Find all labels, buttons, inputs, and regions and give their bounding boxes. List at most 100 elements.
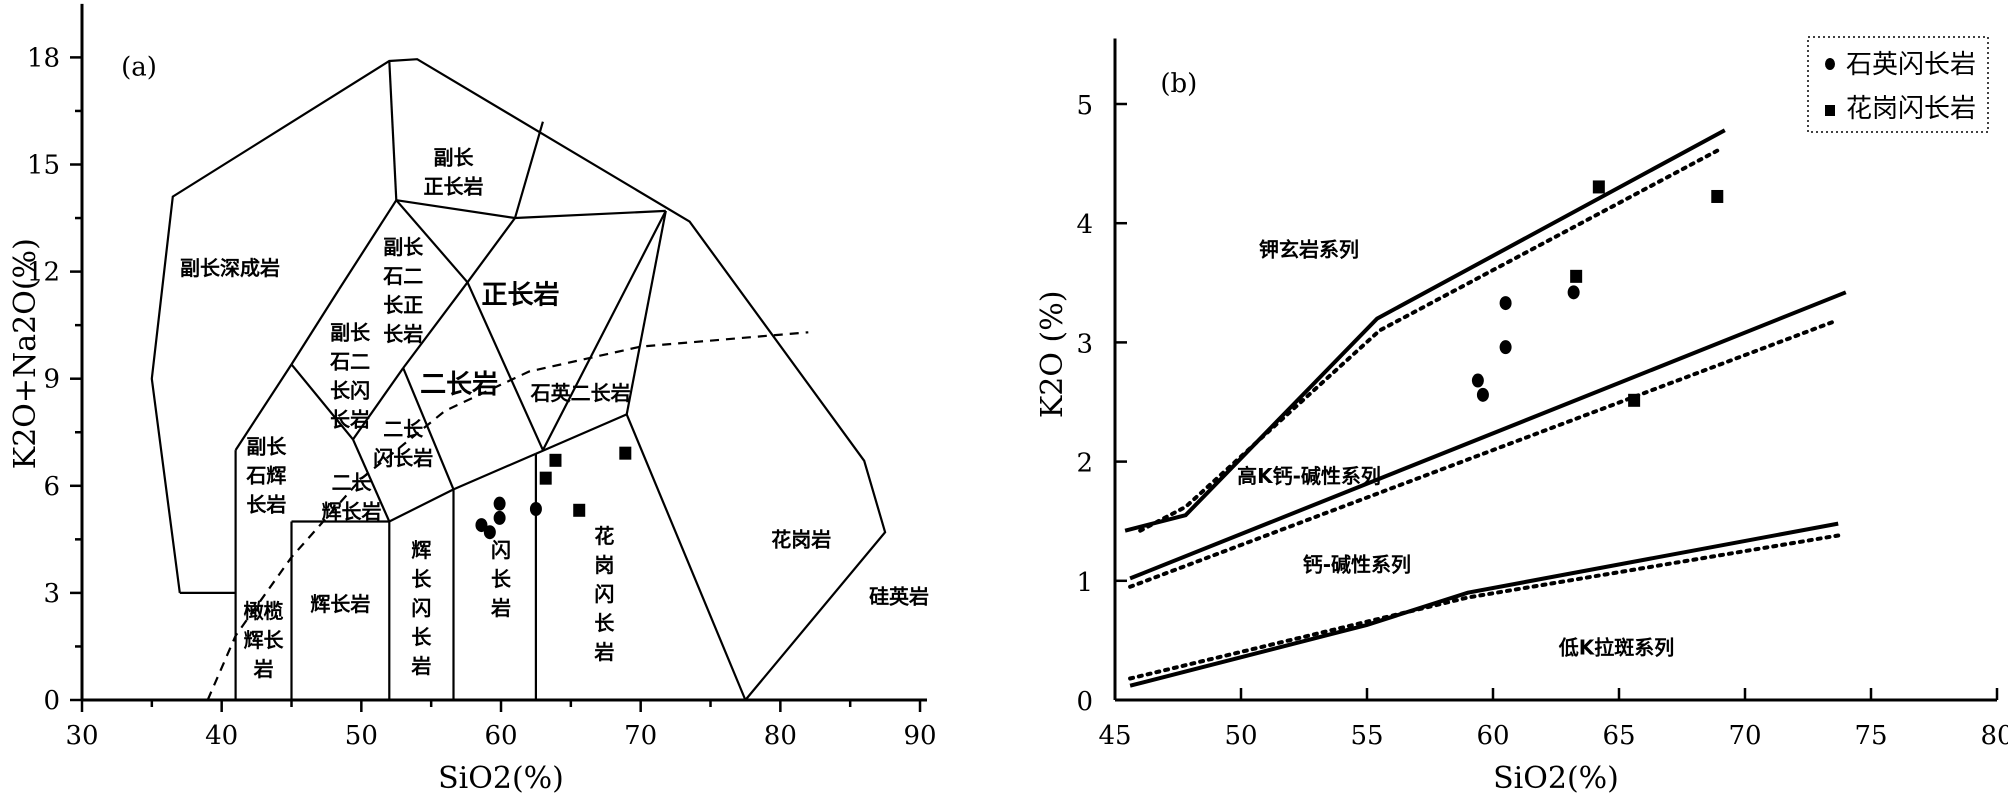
field-label-hua-gang-yan-line: 花岗岩	[771, 527, 831, 551]
x-tick-label-b: 75	[1854, 721, 1887, 751]
series-field-label-calc-alkaline: 钙-碱性系列	[1303, 552, 1411, 576]
y-tick-label-b: 3	[1076, 329, 1093, 359]
y-tick-label-a: 6	[43, 472, 60, 502]
granodiorite-point	[1592, 180, 1605, 194]
field-label-fu-chang-shi-er-chang-shan-chang-yan-line: 石二	[329, 349, 370, 373]
tas-field-boundary	[402, 367, 455, 490]
tas-field-boundary	[466, 217, 516, 283]
tas-field-boundary	[234, 363, 293, 451]
y-tick-label-a: 18	[27, 43, 60, 73]
field-label-er-chang-shan-chang-yan-line: 二长	[383, 417, 424, 441]
granodiorite-point	[1711, 189, 1724, 203]
tas-field-boundary	[453, 452, 537, 491]
field-label-fu-chang-shi-er-chang-zheng-chang-yan: 副长石二长正长岩	[382, 235, 424, 346]
series-boundary-line	[1129, 521, 1839, 688]
field-label-er-chang-hui-chang-yan-line: 二长	[332, 470, 373, 494]
field-label-hua-gang-shan-chang-yan-line: 长	[594, 611, 615, 635]
quartz-diorite-point	[1567, 285, 1580, 300]
field-label-hua-gang-shan-chang-yan: 花岗闪长岩	[593, 524, 615, 664]
tas-field-boundary	[395, 199, 469, 284]
field-label-gui-ying-yan-line: 硅英岩	[869, 585, 929, 609]
quartz-diorite-point	[493, 510, 506, 525]
field-label-fu-chang-zheng-chang-yan: 副长正长岩	[424, 146, 484, 199]
field-label-hui-chang-shan-chang-yan-line: 闪	[411, 596, 431, 620]
series-field-label-high-k-calc-alkaline: 高K钙-碱性系列	[1237, 464, 1381, 488]
tas-field-boundary	[466, 281, 544, 451]
x-tick-label-b: 60	[1476, 721, 1509, 751]
x-tick-label-a: 60	[484, 721, 517, 751]
x-tick-label-a: 80	[764, 721, 797, 751]
series-field-label-shoshonite: 钾玄岩系列	[1259, 238, 1359, 262]
y-tick-label-b: 0	[1076, 687, 1093, 717]
legend-circle-marker	[1825, 58, 1835, 70]
series-boundary-line	[1124, 128, 1726, 533]
y-tick-label-a: 3	[43, 579, 60, 609]
tas-field-boundary	[514, 209, 666, 220]
quartz-diorite-point	[1476, 387, 1489, 402]
granodiorite-point	[1628, 393, 1641, 407]
tas-outer-boundary	[150, 58, 887, 701]
field-label-fu-chang-shi-er-chang-zheng-chang-yan-line: 长正	[383, 293, 423, 317]
field-label-fu-chang-shi-er-chang-shan-chang-yan-line: 副长	[330, 320, 371, 344]
field-label-er-chang-shan-chang-yan: 二长闪长岩	[373, 417, 433, 470]
tas-field-boundary	[351, 438, 391, 522]
field-label-fu-chang-shen-cheng-yan: 副长深成岩	[180, 256, 280, 280]
field-label-hua-gang-shan-chang-yan-line: 闪	[594, 582, 614, 606]
tas-field-boundary	[290, 363, 354, 441]
x-axis-title-a: SiO2(%)	[438, 761, 564, 796]
y-tick-label-a: 12	[27, 258, 60, 288]
tas-field-boundary	[402, 281, 469, 369]
field-label-shi-ying-er-chang-yan-line: 石英二长岩	[530, 381, 631, 405]
x-tick-label-b: 70	[1728, 721, 1761, 751]
tas-field-boundary	[625, 413, 747, 701]
tas-field-boundary	[388, 488, 454, 523]
field-label-hua-gang-shan-chang-yan-line: 花	[594, 524, 614, 548]
granodiorite-point	[619, 446, 632, 460]
field-label-gui-ying-yan: 硅英岩	[869, 585, 929, 609]
quartz-diorite-point	[1499, 340, 1512, 355]
y-tick-label-b: 5	[1076, 91, 1093, 121]
field-label-hui-chang-yan: 辉长岩	[310, 592, 370, 616]
field-label-hua-gang-yan: 花岗岩	[771, 527, 831, 551]
granodiorite-point	[549, 453, 562, 467]
tas-field-boundary	[513, 121, 544, 219]
series-boundary-dotted-line	[1128, 318, 1838, 589]
field-label-hui-chang-yan-line: 辉长岩	[310, 592, 370, 616]
quartz-diorite-point	[493, 496, 506, 511]
field-label-fu-chang-shi-er-chang-zheng-chang-yan-line: 石二	[382, 264, 423, 288]
y-tick-label-b: 1	[1076, 568, 1093, 598]
x-tick-label-a: 90	[903, 721, 936, 751]
quartz-diorite-point	[475, 518, 488, 533]
x-tick-label-a: 40	[205, 721, 238, 751]
legend-square-marker	[1825, 105, 1835, 116]
field-label-fu-chang-zheng-chang-yan-line: 副长	[434, 146, 475, 170]
field-label-fu-chang-zheng-chang-yan-line: 正长岩	[424, 175, 484, 199]
field-label-fu-chang-shi-er-chang-zheng-chang-yan-line: 副长	[383, 235, 424, 259]
y-tick-label-b: 4	[1076, 210, 1093, 240]
field-label-gan-lan-hui-chang-yan: 橄榄辉长岩	[244, 599, 285, 681]
x-tick-label-b: 80	[1980, 721, 2008, 751]
legend-entry-quartz-diorite: 石英闪长岩	[1846, 50, 1976, 80]
field-label-fu-chang-shi-er-chang-shan-chang-yan-line: 长岩	[330, 407, 370, 431]
series-boundary-dotted-line	[1128, 533, 1841, 681]
x-tick-label-a: 50	[345, 721, 378, 751]
y-axis-title-a: K2O+Na2O(%)	[8, 238, 43, 469]
field-label-fu-chang-shi-er-chang-shan-chang-yan: 副长石二长闪长岩	[329, 320, 371, 431]
quartz-diorite-point	[1499, 296, 1512, 311]
x-tick-label-b: 50	[1224, 721, 1257, 751]
tas-field-boundary	[535, 413, 628, 455]
field-label-er-chang-yan: 二长岩	[420, 370, 498, 400]
tas-field-boundary	[338, 199, 398, 290]
field-label-zheng-chang-yan-line: 正长岩	[482, 281, 560, 311]
field-label-fu-chang-shi-er-chang-zheng-chang-yan-line: 长岩	[383, 322, 423, 346]
panel-a: 30 40 50 60 70 80 90 0 3 6 9 12 15 18 SiO2(%) K2O+Na2O(…	[8, 3, 937, 796]
field-label-fu-chang-shi-hui-chang-yan-line: 副长	[246, 435, 287, 459]
field-label-er-chang-yan-line: 二长岩	[420, 370, 498, 400]
series-field-label-low-k-tholeiite: 低K拉斑系列	[1558, 636, 1675, 660]
tas-field-boundary	[625, 210, 667, 415]
y-tick-label-a: 9	[43, 365, 60, 395]
field-label-hui-chang-shan-chang-yan-line: 长	[411, 625, 432, 649]
